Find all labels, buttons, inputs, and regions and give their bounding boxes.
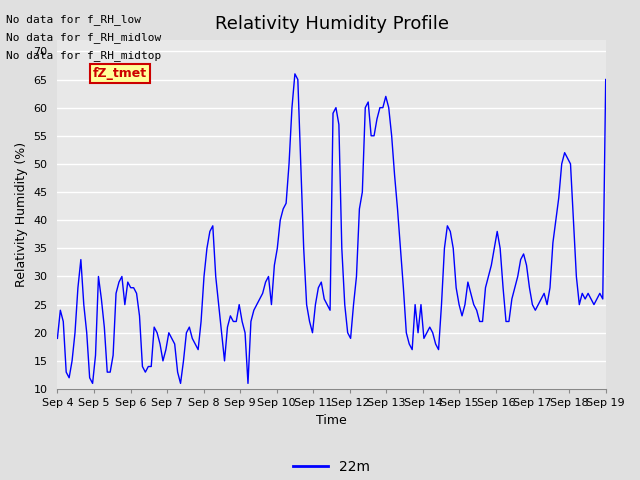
Title: Relativity Humidity Profile: Relativity Humidity Profile: [214, 15, 449, 33]
Text: No data for f_RH_midlow: No data for f_RH_midlow: [6, 32, 162, 43]
Text: No data for f_RH_low: No data for f_RH_low: [6, 13, 141, 24]
Y-axis label: Relativity Humidity (%): Relativity Humidity (%): [15, 142, 28, 287]
X-axis label: Time: Time: [316, 414, 347, 427]
Text: fZ_tmet: fZ_tmet: [93, 67, 147, 80]
Legend: 22m: 22m: [287, 455, 376, 480]
Text: No data for f_RH_midtop: No data for f_RH_midtop: [6, 50, 162, 61]
